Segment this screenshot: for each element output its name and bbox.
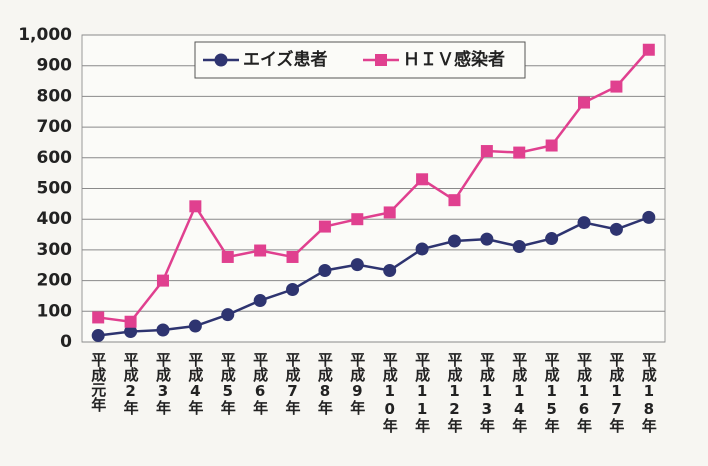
x-tick-label: 平成12年 — [445, 352, 463, 434]
x-tick-label: 平成4年 — [186, 352, 204, 416]
marker — [642, 210, 656, 224]
series-line — [98, 48, 650, 324]
marker — [480, 145, 493, 158]
x-tick-label: 平成9年 — [348, 352, 366, 416]
y-tick-label: 700 — [37, 117, 73, 137]
legend-marker — [214, 53, 228, 67]
x-tick-label: 平成16年 — [575, 352, 593, 434]
marker — [383, 206, 396, 219]
marker — [124, 325, 138, 339]
x-tick-label: 平成11年 — [413, 352, 431, 434]
marker — [351, 213, 364, 226]
marker — [578, 96, 591, 109]
marker — [156, 323, 170, 337]
x-tick-label: 平成18年 — [640, 352, 658, 434]
y-tick-label: 1,000 — [18, 25, 72, 45]
marker — [318, 220, 331, 233]
marker — [221, 308, 235, 322]
y-tick-label: 400 — [37, 209, 73, 229]
marker — [286, 250, 299, 263]
marker — [383, 263, 397, 277]
marker — [513, 146, 526, 159]
marker — [545, 139, 558, 152]
y-tick-label: 600 — [37, 148, 73, 168]
legend-box — [194, 41, 526, 79]
marker — [188, 319, 202, 333]
y-tick-label: 100 — [37, 301, 73, 321]
legend-marker — [375, 54, 387, 66]
legend-label: エイズ患者 — [243, 49, 328, 70]
marker — [92, 311, 105, 324]
marker — [577, 216, 591, 230]
x-tick-label: 平成2年 — [122, 352, 140, 416]
marker — [416, 173, 429, 186]
x-tick-label: 平成14年 — [510, 352, 528, 434]
marker — [642, 43, 655, 56]
marker — [609, 222, 623, 236]
marker — [448, 194, 461, 207]
x-tick-label: 平成5年 — [219, 352, 237, 416]
marker — [318, 263, 332, 277]
marker — [254, 244, 267, 257]
x-tick-label: 平成13年 — [478, 352, 496, 434]
marker — [286, 283, 300, 297]
y-tick-label: 500 — [37, 179, 73, 199]
x-tick-label: 平成17年 — [607, 352, 625, 434]
marker — [156, 274, 169, 287]
y-tick-label: 0 — [60, 332, 72, 352]
marker — [512, 240, 526, 254]
marker — [415, 242, 429, 256]
marker — [189, 200, 202, 213]
y-tick-label: 800 — [37, 86, 73, 106]
x-tick-label: 平成7年 — [284, 352, 302, 416]
x-tick-label: 平成10年 — [381, 352, 399, 434]
y-tick-label: 200 — [37, 271, 73, 291]
legend-label: ＨＩＶ感染者 — [403, 49, 505, 70]
marker — [350, 258, 364, 272]
y-tick-label: 300 — [37, 240, 73, 260]
x-tick-label: 平成3年 — [154, 352, 172, 416]
marker — [610, 80, 623, 93]
x-tick-label: 平成元年 — [89, 352, 107, 413]
marker — [545, 232, 559, 246]
x-tick-label: 平成8年 — [316, 352, 334, 416]
x-tick-label: 平成6年 — [251, 352, 269, 416]
marker — [221, 250, 234, 263]
marker — [124, 315, 137, 328]
marker — [91, 329, 105, 343]
marker — [480, 232, 494, 246]
marker — [447, 234, 461, 248]
y-tick-label: 900 — [37, 56, 73, 76]
marker — [253, 294, 267, 308]
x-tick-label: 平成15年 — [543, 352, 561, 434]
